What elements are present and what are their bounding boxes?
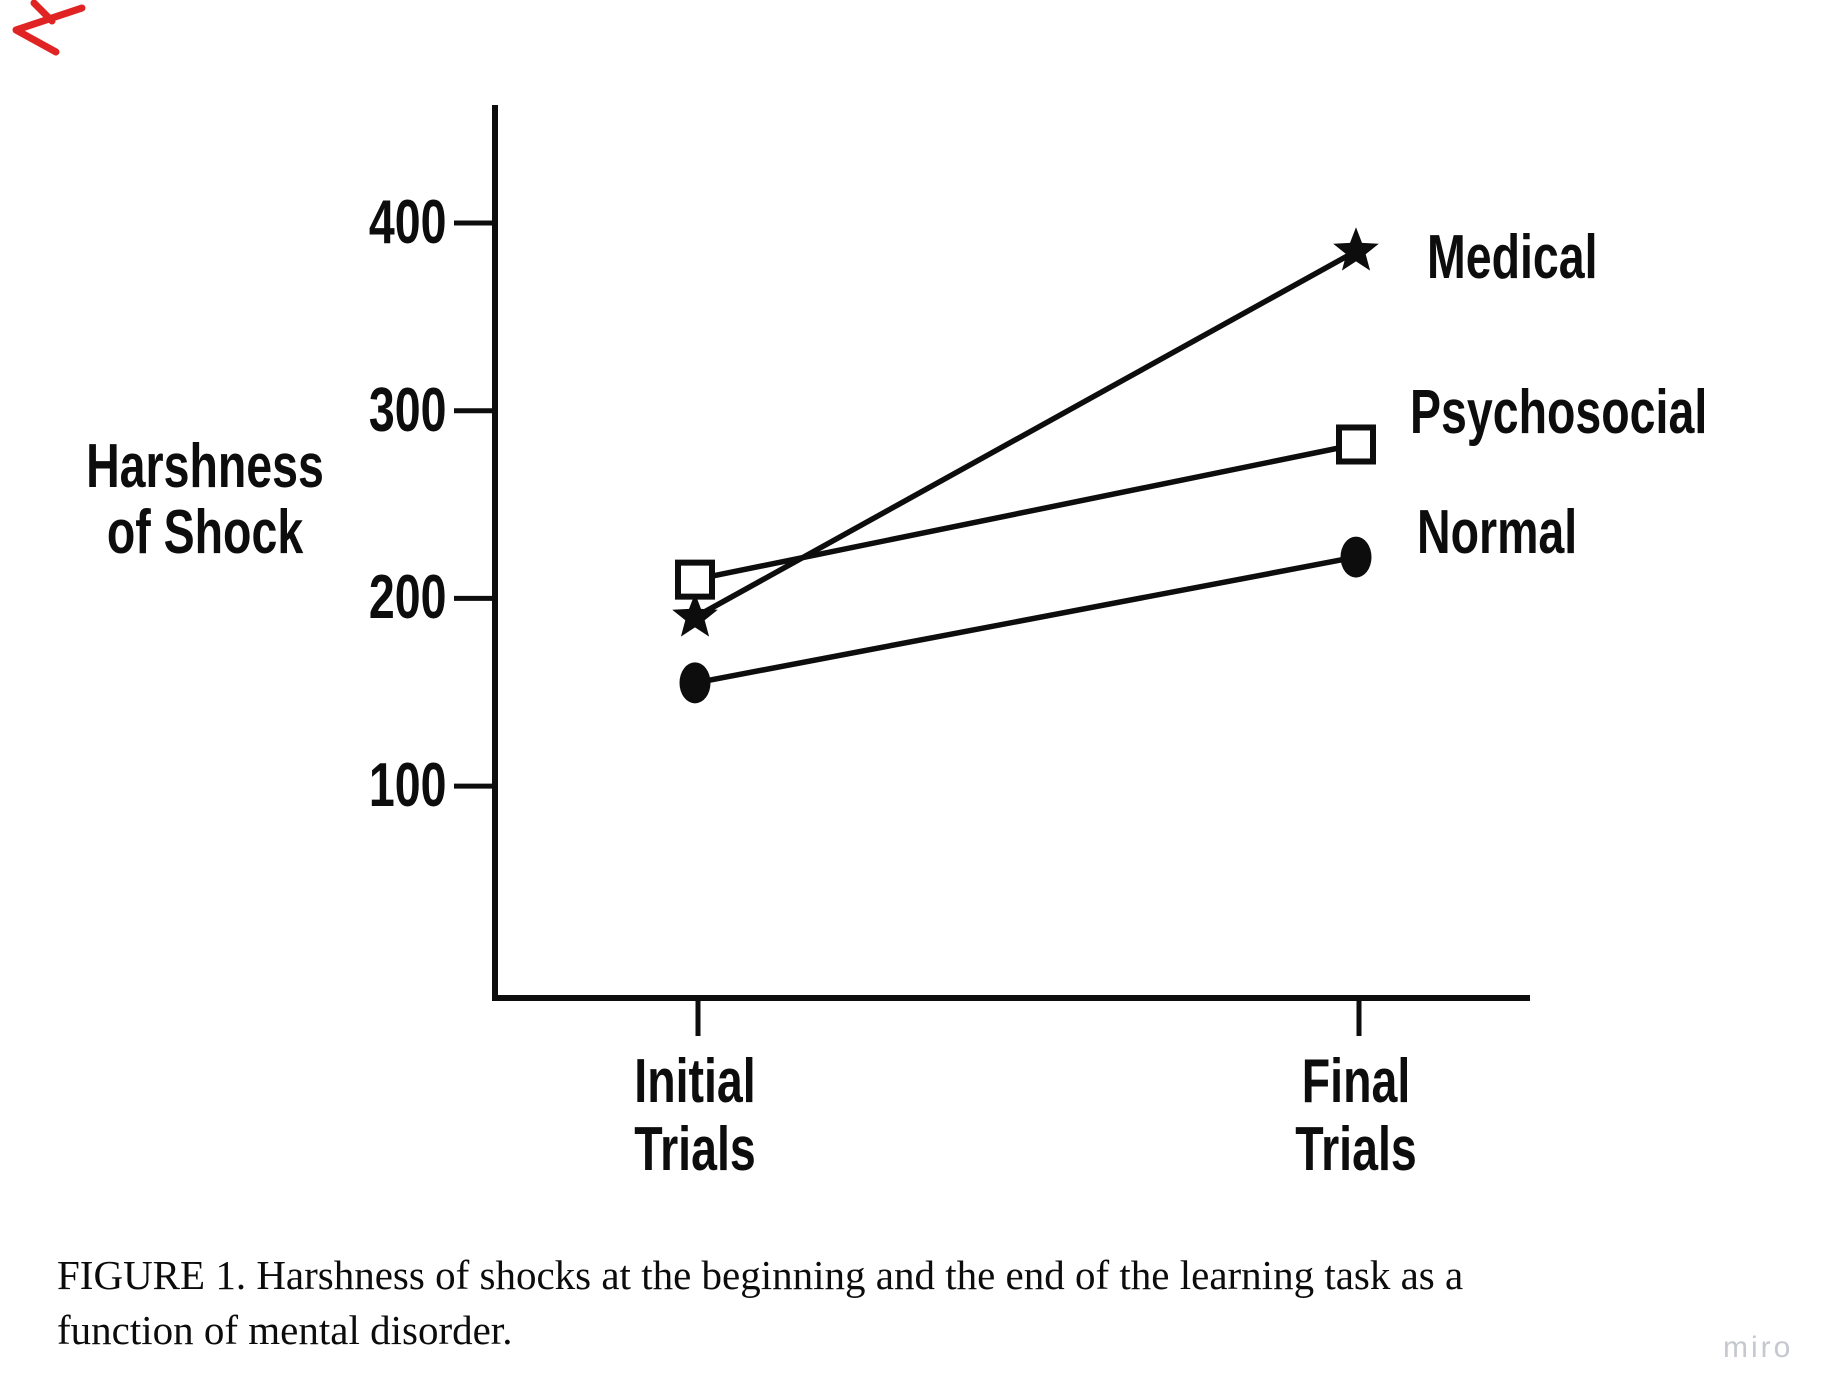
y-tick-label-300: 300	[368, 375, 446, 445]
y-tick-label-200: 200	[368, 563, 446, 633]
red-pen-stroke	[30, 0, 56, 25]
figure-caption: FIGURE 1. Harshness of shocks at the beg…	[57, 1248, 1463, 1358]
star-marker	[672, 593, 718, 637]
x-category-label-final-trials: Final Trials	[1206, 1048, 1506, 1184]
filled-circle-marker	[679, 662, 711, 704]
x-category-label-line: Initial	[634, 1047, 756, 1116]
open-square-marker	[1336, 424, 1376, 465]
filled-circle-marker	[1340, 536, 1372, 578]
star-marker	[1333, 227, 1379, 271]
miro-watermark: miro	[1723, 1331, 1794, 1364]
y-tick-label-400: 400	[368, 188, 446, 257]
red-pen-stroke	[12, 4, 86, 56]
red-pen-annotation	[12, 0, 86, 56]
legend-label-medical: Medical	[1427, 223, 1598, 292]
caption-line-2: function of mental disorder.	[57, 1307, 513, 1353]
x-category-label-line: Trials	[634, 1115, 756, 1184]
y-axis-label-line1: Harshness	[86, 432, 324, 501]
legend-label-psychosocial: Psychosocial	[1410, 378, 1708, 447]
legend-label-normal: Normal	[1417, 498, 1578, 567]
x-category-label-line: Final	[1301, 1047, 1411, 1116]
series-line-normal	[692, 554, 1359, 686]
x-category-label-initial-trials: Initial Trials	[545, 1048, 845, 1184]
series-line-medical	[692, 248, 1359, 620]
y-tick-label-100: 100	[368, 751, 446, 821]
series-line-psychosocial	[692, 441, 1359, 583]
x-category-label-line: Trials	[1295, 1115, 1417, 1184]
y-axis-label-line2: of Shock	[106, 498, 304, 567]
open-square-marker	[675, 559, 715, 600]
caption-line-1: FIGURE 1. Harshness of shocks at the beg…	[57, 1252, 1464, 1298]
y-axis-label: Harshness of Shock	[81, 434, 329, 566]
